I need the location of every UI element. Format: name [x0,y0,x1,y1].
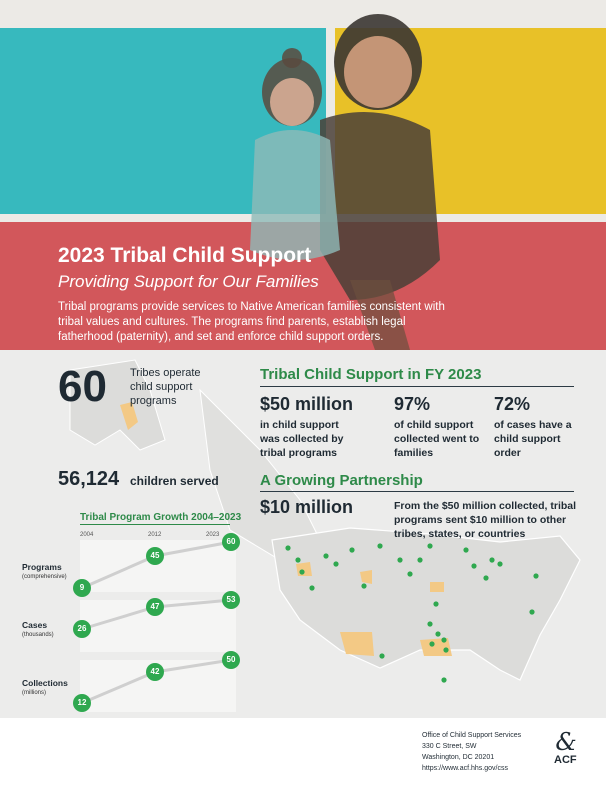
tribe-marker [471,563,477,569]
families-stat-text: of child support collected went to famil… [394,419,480,459]
tribe-marker [427,621,433,627]
tribe-marker [323,553,329,559]
year-label-2023: 2023 [206,532,220,538]
orders-stat-value: 72% [494,394,531,414]
tribe-marker [433,601,439,607]
tribe-marker [529,609,535,615]
orders-stat-text: of cases have a child support order [494,419,572,459]
families-stat-value: 97% [394,394,431,414]
year-label-2004: 2004 [80,532,94,538]
collections-2012-dot: 42 [146,663,164,681]
partnership-value: $10 million [260,497,354,517]
office-url-link[interactable]: https://www.acf.hhs.gov/css [422,765,508,772]
north-america-map [69,359,581,681]
tribe-marker [533,573,539,579]
tribe-marker [483,575,489,581]
hero-banner: 2023 Tribal Child Support Providing Supp… [0,0,606,350]
programs-2023-dot: 60 [222,533,240,551]
fy-divider [260,386,574,387]
collections-label-text: Collections [22,678,68,688]
cases-label: Cases (thousands) [22,620,54,640]
tribe-locations-layer [285,543,539,683]
collected-stat-text: in child support was collected by tribal… [260,419,344,459]
partnership-divider [260,491,574,492]
tribe-marker [441,677,447,683]
tribe-marker [295,557,301,563]
acf-ampersand-icon: & [555,728,576,756]
tribe-marker [379,653,385,659]
cases-label-text: Cases [22,620,48,630]
tribe-marker [441,637,447,643]
tribe-marker [489,557,495,563]
tribe-marker [397,557,403,563]
tribe-marker [435,631,441,637]
children-photo [250,14,440,350]
growth-chart-divider [80,524,230,525]
intro-paragraph: Tribal programs provide services to Nati… [58,301,445,343]
tribe-marker [377,543,383,549]
page-subtitle: Providing Support for Our Families [58,272,319,291]
cases-2023-dot: 53 [222,591,240,609]
page-title: 2023 Tribal Child Support [58,244,312,267]
tribe-marker [285,545,291,551]
tribe-marker [429,641,435,647]
tribe-marker [417,557,423,563]
footer [0,718,606,788]
tribe-marker [463,547,469,553]
tribe-marker [407,571,413,577]
tribes-label: Tribes operate child support programs [130,367,201,407]
cases-sublabel: (thousands) [22,632,54,638]
tribe-marker [349,547,355,553]
tribe-marker [443,647,449,653]
collections-sublabel: (millions) [22,690,46,696]
office-street: 330 C Street, SW [422,743,477,750]
tribe-marker [299,569,305,575]
partnership-section-title: A Growing Partnership [260,472,423,489]
programs-2004-dot: 9 [73,579,91,597]
programs-2012-dot: 45 [146,547,164,565]
collections-2004-dot: 12 [73,694,91,712]
programs-sublabel: (comprehensive) [22,574,67,580]
office-address: Office of Child Support Services 330 C S… [422,730,521,774]
cases-2012-dot: 47 [146,598,164,616]
tribe-marker [497,561,503,567]
acf-logo-text: ACF [554,754,577,766]
fy-section-title: Tribal Child Support in FY 2023 [260,366,482,383]
office-name: Office of Child Support Services [422,732,522,739]
partnership-text: From the $50 million collected, tribal p… [394,500,577,540]
tribe-marker [361,583,367,589]
year-label-2012: 2012 [148,532,162,538]
growth-chart-title: Tribal Program Growth 2004–2023 [80,512,242,523]
office-city: Washington, DC 20201 [422,754,495,761]
collections-label: Collections (millions) [22,678,68,698]
tribes-count: 60 [58,362,107,411]
programs-label-text: Programs [22,562,62,572]
children-served-count: 56,124 [58,468,120,490]
collections-2023-dot: 50 [222,651,240,669]
acf-logo: & ACF [548,728,584,768]
tribe-marker [427,543,433,549]
cases-2004-dot: 26 [73,620,91,638]
tribe-marker [333,561,339,567]
children-served-label: children served [130,474,219,488]
svg-text:&: & [555,728,576,756]
collected-stat-value: $50 million [260,394,354,414]
map-background [0,350,606,718]
tribe-marker [309,585,315,591]
programs-label: Programs (comprehensive) [22,562,67,582]
